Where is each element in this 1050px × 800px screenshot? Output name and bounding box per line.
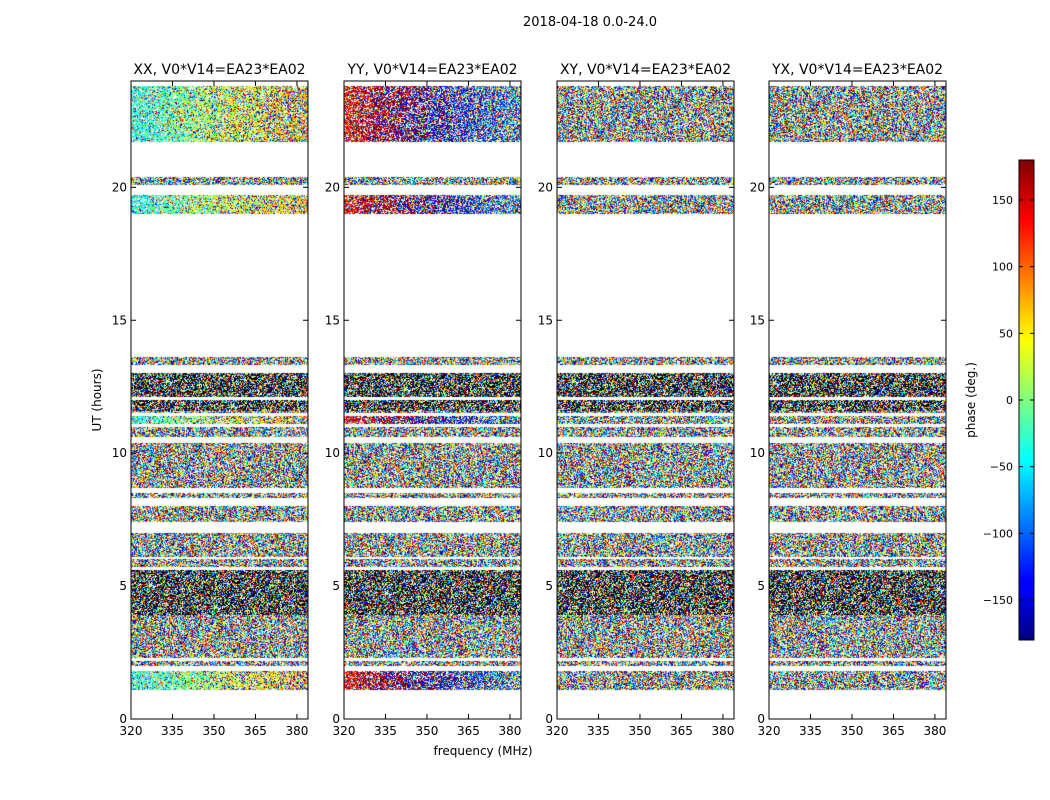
colorbar-tick-label: 100	[992, 261, 1013, 274]
y-tick-label: 5	[757, 579, 765, 593]
y-tick-label: 10	[112, 446, 127, 460]
y-tick-label: 20	[538, 180, 553, 194]
y-tick-label: 15	[112, 313, 127, 327]
y-tick-label: 10	[325, 446, 340, 460]
x-tick-label: 335	[374, 724, 397, 738]
x-tick-label: 320	[120, 724, 143, 738]
y-tick-label: 5	[332, 579, 340, 593]
y-tick-label: 0	[757, 712, 765, 726]
panel-title: XX, V0*V14=EA23*EA02	[133, 62, 305, 78]
panel-frame	[556, 80, 735, 720]
y-tick-label: 20	[750, 180, 765, 194]
y-tick-label: 20	[325, 180, 340, 194]
y-tick-label: 0	[119, 712, 127, 726]
colorbar-tick-label: −50	[990, 461, 1013, 474]
colorbar-tick-label: −100	[983, 527, 1013, 540]
y-tick-label: 15	[750, 313, 765, 327]
y-tick-label: 0	[545, 712, 553, 726]
x-tick-label: 365	[670, 724, 693, 738]
y-tick-label: 10	[538, 446, 553, 460]
panel-xy: XY, V0*V14=EA23*EA02 320 335 350 365 380 0 5 10 1…	[538, 62, 735, 738]
x-axis-label: frequency (MHz)	[433, 744, 532, 758]
x-tick-label: 335	[161, 724, 184, 738]
panel-title: XY, V0*V14=EA23*EA02	[560, 62, 731, 78]
x-tick-label: 320	[758, 724, 781, 738]
colorbar: 150 100 50 0 −50 −100 −150 phase (deg.)	[964, 159, 1035, 641]
panel-xx: XX, V0*V14=EA23*EA02 320 335 350 365 380 0 5 10 1…	[112, 62, 309, 738]
x-tick-label: 365	[457, 724, 480, 738]
panel-title: YX, V0*V14=EA23*EA02	[771, 62, 943, 78]
colorbar-ticks: 150 100 50 0 −50 −100 −150	[983, 194, 1034, 607]
x-tick-label: 350	[203, 724, 226, 738]
y-tick-label: 15	[325, 313, 340, 327]
y-tick-label: 15	[538, 313, 553, 327]
panel-title: YY, V0*V14=EA23*EA02	[346, 62, 517, 78]
x-tick-label: 320	[546, 724, 569, 738]
colorbar-label: phase (deg.)	[964, 362, 978, 438]
figure-suptitle: 2018-04-18 0.0-24.0	[523, 15, 657, 30]
x-tick-label: 380	[498, 724, 521, 738]
panel-frame	[343, 80, 522, 720]
x-tick-label: 350	[629, 724, 652, 738]
x-tick-label: 350	[841, 724, 864, 738]
panel-yy: YY, V0*V14=EA23*EA02 320 335 350 365 380 0 5 10 1…	[325, 62, 522, 738]
y-tick-label: 10	[750, 446, 765, 460]
x-tick-label: 365	[244, 724, 267, 738]
x-tick-label: 335	[799, 724, 822, 738]
x-tick-label: 365	[882, 724, 905, 738]
x-tick-label: 320	[333, 724, 356, 738]
colorbar-tick-label: 0	[1006, 394, 1013, 407]
x-tick-label: 380	[711, 724, 734, 738]
panel-heatmap	[344, 81, 521, 719]
panel-frame	[768, 80, 947, 720]
panel-heatmap	[131, 81, 308, 719]
colorbar-tick-label: −150	[983, 594, 1013, 607]
colorbar-tick-label: 50	[999, 327, 1013, 340]
x-tick-label: 335	[587, 724, 610, 738]
panel-frame	[130, 80, 309, 720]
y-tick-label: 5	[119, 579, 127, 593]
x-tick-label: 380	[285, 724, 308, 738]
y-axis-label: UT (hours)	[90, 368, 104, 431]
x-tick-label: 350	[416, 724, 439, 738]
x-tick-label: 380	[923, 724, 946, 738]
y-tick-label: 0	[332, 712, 340, 726]
y-tick-label: 5	[545, 579, 553, 593]
y-tick-label: 20	[112, 180, 127, 194]
panel-yx: YX, V0*V14=EA23*EA02 320 335 350 365 380 0 5 10 1…	[750, 62, 947, 738]
colorbar-tick-label: 150	[992, 194, 1013, 207]
panel-heatmap	[769, 81, 946, 719]
panel-heatmap	[557, 81, 734, 719]
panels-layer: XX, V0*V14=EA23*EA02 320 335 350 365 380 0 5 10 1…	[112, 62, 947, 738]
